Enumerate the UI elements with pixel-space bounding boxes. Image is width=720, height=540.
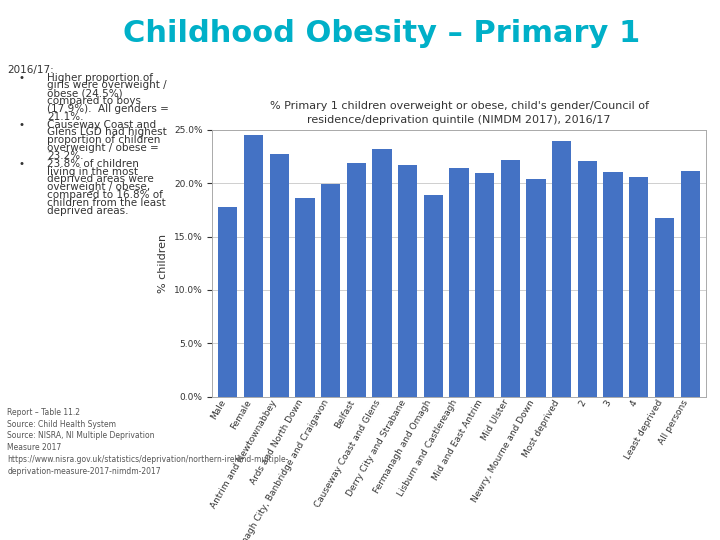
Text: girls were overweight /: girls were overweight / bbox=[47, 80, 166, 91]
Bar bbox=[603, 172, 623, 397]
Bar bbox=[526, 179, 546, 397]
Text: Measure 2017: Measure 2017 bbox=[7, 443, 61, 453]
Bar bbox=[244, 135, 263, 397]
Text: (17.9%).  All genders =: (17.9%). All genders = bbox=[47, 104, 168, 114]
Bar bbox=[578, 160, 597, 397]
Bar bbox=[398, 165, 418, 397]
Text: Source: NISRA, NI Multiple Deprivation: Source: NISRA, NI Multiple Deprivation bbox=[7, 431, 155, 441]
Text: living in the most: living in the most bbox=[47, 166, 138, 177]
Text: overweight / obese =: overweight / obese = bbox=[47, 143, 158, 153]
Bar bbox=[218, 207, 238, 397]
Y-axis label: % children: % children bbox=[158, 234, 168, 293]
Text: •: • bbox=[18, 72, 24, 83]
Text: obese (24.5%): obese (24.5%) bbox=[47, 88, 122, 98]
Bar bbox=[346, 163, 366, 397]
Text: compared to boys: compared to boys bbox=[47, 96, 141, 106]
Bar bbox=[295, 198, 315, 397]
Text: deprivation-measure-2017-nimdm-2017: deprivation-measure-2017-nimdm-2017 bbox=[7, 467, 161, 476]
Text: Higher proportion of: Higher proportion of bbox=[47, 72, 153, 83]
Text: https://www.nisra.gov.uk/statistics/deprivation/northern-ireland-multiple-: https://www.nisra.gov.uk/statistics/depr… bbox=[7, 455, 289, 464]
Text: 23.2%.: 23.2%. bbox=[47, 151, 84, 161]
Text: overweight / obese,: overweight / obese, bbox=[47, 183, 150, 192]
Text: Childhood Obesity – Primary 1: Childhood Obesity – Primary 1 bbox=[123, 19, 640, 48]
Bar bbox=[680, 171, 700, 397]
Text: children from the least: children from the least bbox=[47, 198, 166, 208]
Bar bbox=[449, 168, 469, 397]
Text: •: • bbox=[18, 120, 24, 130]
Text: Source: Child Health System: Source: Child Health System bbox=[7, 420, 116, 429]
Bar bbox=[655, 218, 674, 397]
Bar bbox=[500, 159, 520, 397]
Text: 2016/17:: 2016/17: bbox=[7, 65, 54, 75]
Text: Report – Table 11.2: Report – Table 11.2 bbox=[7, 408, 80, 417]
Bar bbox=[372, 149, 392, 397]
Text: proportion of children: proportion of children bbox=[47, 135, 160, 145]
Title: % Primary 1 children overweight or obese, child's gender/Council of
residence/de: % Primary 1 children overweight or obese… bbox=[269, 100, 649, 125]
Bar bbox=[321, 184, 340, 397]
Bar bbox=[629, 177, 649, 397]
Bar bbox=[552, 141, 572, 397]
Text: 21.1%.: 21.1%. bbox=[47, 112, 84, 122]
Text: 23.8% of children: 23.8% of children bbox=[47, 159, 139, 169]
Bar bbox=[269, 154, 289, 397]
Text: Glens LGD had highest: Glens LGD had highest bbox=[47, 127, 166, 138]
Text: deprived areas were: deprived areas were bbox=[47, 174, 153, 185]
Text: Causeway Coast and: Causeway Coast and bbox=[47, 120, 156, 130]
Text: deprived areas.: deprived areas. bbox=[47, 206, 128, 216]
Text: compared to 16.8% of: compared to 16.8% of bbox=[47, 190, 163, 200]
Bar bbox=[475, 173, 495, 397]
Text: •: • bbox=[18, 159, 24, 169]
Bar bbox=[423, 195, 443, 397]
